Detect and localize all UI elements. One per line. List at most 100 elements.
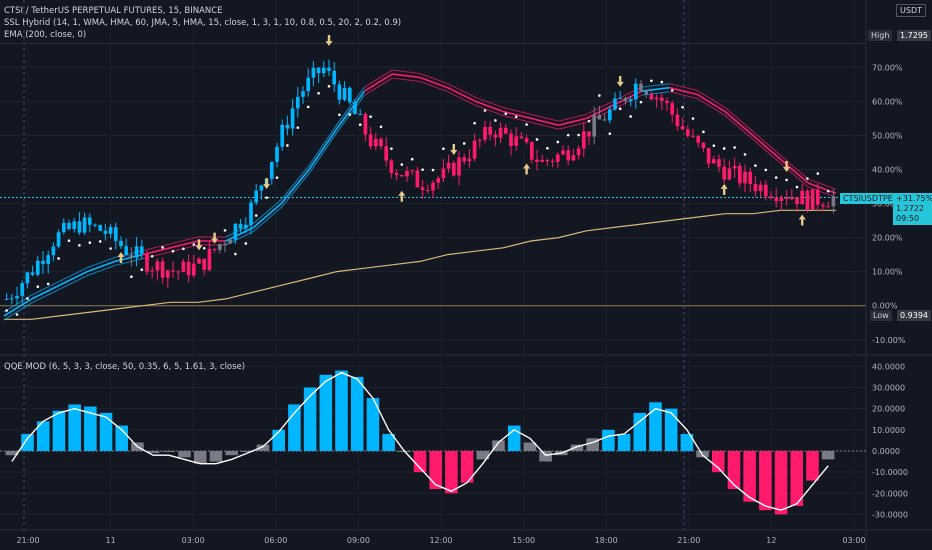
- arrow-up-icon: [720, 183, 728, 195]
- qqe-bar: [445, 450, 458, 494]
- qqe-bar: [711, 450, 725, 473]
- ema200-line: [4, 209, 836, 320]
- candle-body: [753, 183, 758, 192]
- price-tick-label: 70.00%: [872, 63, 903, 72]
- ssl-baseline-segment: [225, 222, 254, 238]
- candle-body: [800, 190, 805, 205]
- qqe-bar: [617, 434, 631, 451]
- candle-body: [472, 140, 477, 159]
- candle-body: [462, 157, 467, 162]
- qqe-bar: [225, 450, 238, 456]
- candle-body: [280, 124, 285, 147]
- ssl-baseline-segment: [641, 83, 670, 88]
- trailing-stop-dot: [265, 196, 268, 199]
- qqe-tick-label: -30.0000: [872, 510, 908, 519]
- qqe-legend: QQE MOD (6, 5, 3, 3, close, 50, 0.35, 6,…: [4, 362, 246, 372]
- candle-body: [763, 184, 768, 197]
- candle-body: [254, 190, 259, 203]
- trailing-stop-dot: [670, 89, 674, 92]
- candle-body: [316, 67, 321, 74]
- candle-body: [358, 114, 363, 116]
- price-tick-label: 20.00%: [872, 234, 903, 243]
- candle-body: [191, 263, 196, 276]
- ssl-baseline-segment: [697, 98, 726, 116]
- ssl-baseline-segment: [530, 113, 559, 122]
- qqe-bar: [162, 450, 176, 452]
- trailing-stop-dot: [254, 214, 258, 217]
- trailing-stop-dot: [421, 168, 424, 171]
- ssl-baseline-segment: [170, 236, 199, 245]
- candle-body: [451, 162, 456, 176]
- currency-badge[interactable]: USDT: [896, 4, 926, 17]
- candle-body: [134, 246, 139, 258]
- candle-body: [410, 170, 415, 172]
- trailing-stop-dot: [681, 105, 684, 109]
- qqe-bar: [288, 404, 301, 451]
- candle-body: [555, 154, 560, 162]
- ssl-baseline-segment: [392, 69, 421, 74]
- trailing-stop-dot: [234, 252, 237, 256]
- candle-body: [77, 221, 82, 233]
- ssl-baseline-segment: [364, 77, 393, 96]
- candle-body: [561, 150, 565, 155]
- candle-body: [696, 135, 701, 143]
- candle-body: [342, 87, 347, 100]
- candle-body: [743, 171, 747, 184]
- candle-body: [243, 224, 248, 229]
- candle-body: [566, 150, 571, 161]
- trailing-stop-dot: [109, 247, 112, 250]
- candle-body: [623, 98, 628, 102]
- price-tick-label: 60.00%: [872, 97, 903, 106]
- trailing-stop-dot: [140, 268, 144, 271]
- trailing-stop-dot: [764, 168, 768, 172]
- qqe-bar: [476, 450, 490, 460]
- candle-body: [540, 160, 545, 162]
- candle-body: [41, 260, 45, 264]
- time-tick-label: 21:00: [677, 536, 700, 545]
- ssl-baseline-segment: [280, 165, 310, 200]
- candle-body: [98, 225, 103, 231]
- ssl-baseline-segment: [696, 93, 726, 113]
- candle-body: [607, 109, 612, 121]
- ssl-baseline-segment: [586, 100, 615, 115]
- trailing-stop-dot: [608, 132, 612, 135]
- qqe-bar: [146, 450, 160, 454]
- qqe-bar: [570, 444, 584, 451]
- candle-body: [675, 114, 680, 127]
- trailing-stop-dot: [317, 91, 320, 95]
- candle-body: [160, 261, 165, 278]
- qqe-bar: [774, 450, 788, 515]
- ssl-baseline-segment: [503, 115, 532, 123]
- trailing-stop-dot: [691, 117, 695, 120]
- trailing-stop-dot: [556, 140, 560, 144]
- candle-body: [483, 126, 487, 140]
- arrow-down-icon: [450, 144, 458, 156]
- candle-body: [737, 165, 742, 184]
- candle-body: [436, 178, 441, 183]
- candle-body: [150, 270, 155, 272]
- qqe-bar: [52, 410, 66, 451]
- candle-body: [290, 108, 295, 129]
- trailing-stop-dot: [462, 142, 466, 145]
- trailing-stop-dot: [806, 177, 809, 180]
- countdown: 09:50: [896, 214, 920, 223]
- price-tick-label: 0.00%: [872, 302, 898, 311]
- trailing-stop-dot: [546, 146, 549, 150]
- arrow-down-icon: [783, 161, 791, 173]
- candle-body: [529, 142, 534, 160]
- qqe-bar: [272, 429, 285, 451]
- qqe-tick-label: 30.0000: [872, 384, 905, 393]
- candle-body: [368, 134, 373, 147]
- ssl-baseline-segment: [114, 258, 143, 266]
- trailing-stop-dot: [161, 246, 164, 249]
- trailing-stop-dot: [494, 119, 497, 122]
- arrow-down-icon: [616, 75, 624, 87]
- ssl-baseline-segment: [336, 86, 365, 125]
- ssl-baseline-segment: [752, 139, 781, 164]
- candle-body: [711, 159, 716, 164]
- time-tick-label: 11: [106, 536, 116, 545]
- candle-body: [249, 202, 253, 225]
- candle-body: [665, 100, 669, 104]
- trailing-stop-dot: [202, 246, 206, 250]
